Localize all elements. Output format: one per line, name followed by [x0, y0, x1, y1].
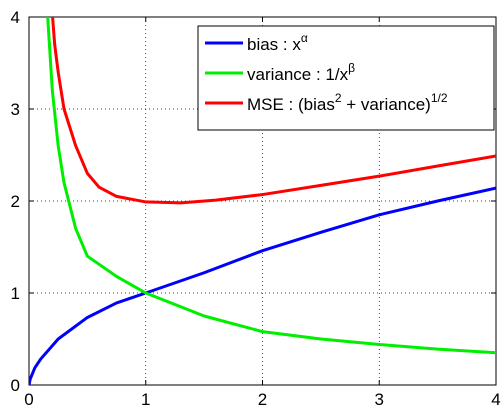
variance-line — [46, 17, 496, 355]
x-tick-label: 0 — [24, 390, 33, 409]
legend-label-mse: MSE : (bias2 + variance)1/2 — [247, 91, 448, 114]
bias-line — [29, 186, 496, 385]
x-tick-label: 2 — [258, 390, 267, 409]
y-tick-label: 0 — [11, 376, 20, 395]
y-tick-label: 4 — [11, 8, 20, 27]
series-lines — [29, 17, 496, 385]
legend-label-variance: variance : 1/xβ — [247, 61, 355, 84]
legend-box — [197, 25, 495, 131]
y-tick-label: 2 — [11, 192, 20, 211]
y-tick-label: 1 — [11, 284, 20, 303]
mse-line — [51, 17, 496, 205]
legend-label-bias: bias : xα — [247, 31, 308, 54]
axis-tick-labels: 0 1 2 3 4 0 1 2 3 4 — [11, 8, 501, 409]
x-tick-label: 3 — [375, 390, 384, 409]
legend: bias : xα variance : 1/xβ MSE : (bias2 +… — [197, 25, 495, 131]
y-tick-label: 3 — [11, 100, 20, 119]
x-tick-label: 1 — [141, 390, 150, 409]
x-tick-label: 4 — [491, 390, 500, 409]
